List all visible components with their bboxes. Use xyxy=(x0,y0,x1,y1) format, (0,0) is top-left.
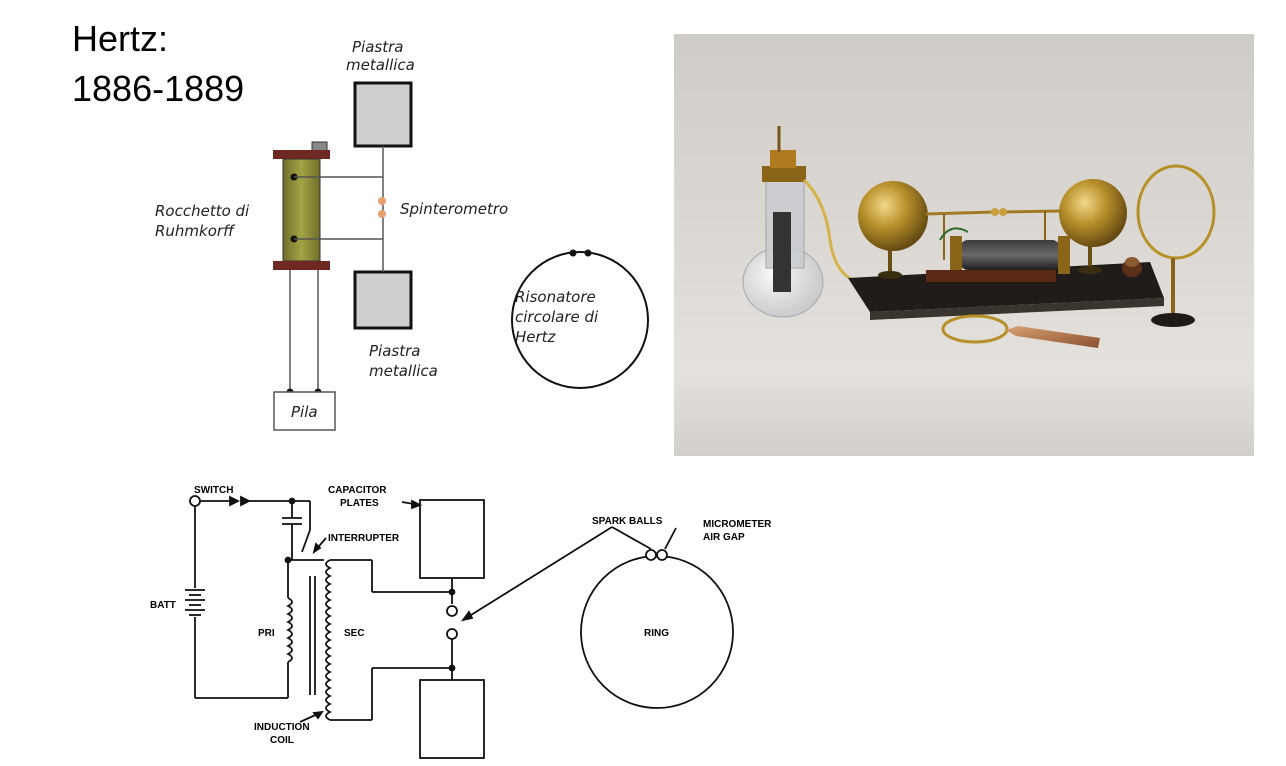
induction-coil-label-1: INDUCTION xyxy=(254,722,310,733)
resonator-label-2: circolare di xyxy=(515,308,599,326)
secondary-label: SEC xyxy=(344,628,365,639)
bottom-plate-label-1: Piastra xyxy=(369,342,420,360)
battery-label: Pila xyxy=(291,403,318,421)
top-plate-label-2: metallica xyxy=(346,56,415,74)
resonator-label-3: Hertz xyxy=(515,328,557,346)
italian-circuit-diagram: Piastra metallica Piastra metallica Spin… xyxy=(155,38,649,431)
battery-schematic-label: BATT xyxy=(150,600,176,611)
technical-schematic xyxy=(185,495,734,759)
circular-resonator xyxy=(511,251,649,389)
micrometer-label-1: MICROMETER xyxy=(703,519,772,530)
schematic-labels: SWITCH CAPACITOR PLATES INTERRUPTER BATT… xyxy=(150,485,772,746)
interrupter-label: INTERRUPTER xyxy=(328,533,400,544)
spark-balls-label: SPARK BALLS xyxy=(592,516,663,527)
micrometer-label-2: AIR GAP xyxy=(703,532,745,543)
title-line-1: Hertz: xyxy=(72,18,169,59)
resonator-label-1: Risonatore xyxy=(515,288,596,306)
title-line-2: 1886-1889 xyxy=(72,68,245,109)
hertz-apparatus-photo xyxy=(674,34,1254,456)
ruhmkorff-coil xyxy=(282,158,321,262)
bottom-plate-label-2: metallica xyxy=(369,362,438,380)
coil-label-1: Rocchetto di xyxy=(155,202,250,220)
top-plate-label-1: Piastra xyxy=(352,38,403,56)
coil-cap-top xyxy=(273,150,330,159)
coil-cap-bottom xyxy=(273,261,330,270)
slide-title: Hertz: 1886-1889 xyxy=(72,14,244,114)
spark-ball-upper xyxy=(378,197,386,205)
induction-coil-label-2: COIL xyxy=(270,735,294,746)
ring-label: RING xyxy=(644,628,669,639)
capacitor-plates-label-2: PLATES xyxy=(340,498,379,509)
top-metal-plate xyxy=(353,81,413,148)
spark-ball-lower xyxy=(378,210,386,218)
coil-terminal-top xyxy=(311,141,328,152)
switch-label: SWITCH xyxy=(194,485,233,496)
capacitor-plates-label-1: CAPACITOR xyxy=(328,485,387,496)
bottom-metal-plate xyxy=(353,270,413,330)
primary-label: PRI xyxy=(258,628,275,639)
coil-label-2: Ruhmkorff xyxy=(155,222,236,240)
battery-box xyxy=(273,391,336,431)
spark-gap-label: Spinterometro xyxy=(400,200,508,218)
